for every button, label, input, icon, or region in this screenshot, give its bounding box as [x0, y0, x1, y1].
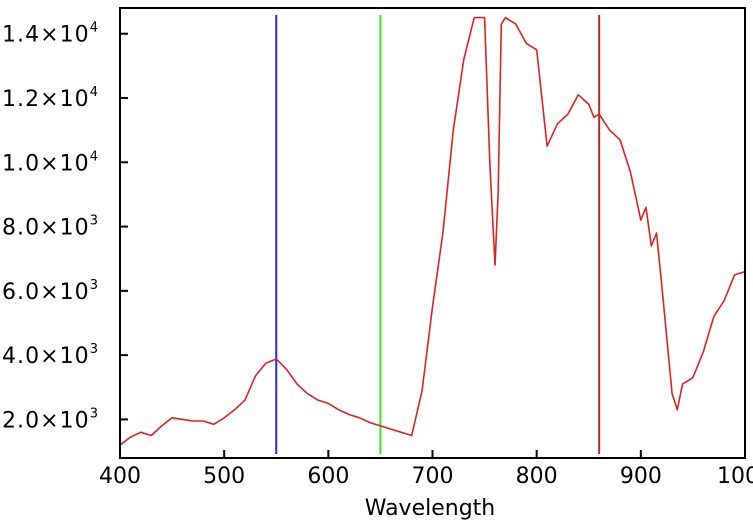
x-tick-label-2: 600	[307, 464, 349, 489]
x-tick-label-4: 800	[516, 464, 558, 489]
x-tick-label-1: 500	[203, 464, 245, 489]
x-tick-label-3: 700	[412, 464, 454, 489]
y-tick-label-5: 1.2×104	[2, 85, 98, 112]
y-tick-label-3: 8.0×103	[2, 214, 98, 241]
marker-lines	[275, 15, 601, 454]
y-axis: 2.0×103 4.0×103 6.0×103 8.0×103 1.0×104 1.2×1…	[2, 21, 128, 433]
x-tick-label-6: 1000	[717, 464, 753, 489]
series-lines	[119, 16, 746, 446]
plot-frame	[119, 7, 746, 459]
x-axis-title: Wavelength	[365, 496, 496, 521]
y-tick-label-1: 4.0×103	[2, 342, 98, 369]
y-tick-label-0: 2.0×103	[2, 406, 98, 433]
y-tick-label-6: 1.4×104	[2, 21, 98, 48]
y-tick-label-4: 1.0×104	[2, 149, 98, 176]
x-tick-label-5: 900	[620, 464, 662, 489]
y-tick-label-2: 6.0×103	[2, 278, 98, 305]
series-line-0	[119, 16, 746, 446]
x-tick-label-0: 400	[99, 464, 141, 489]
x-axis: 400 500 600 700 800 900 1000	[99, 450, 753, 489]
